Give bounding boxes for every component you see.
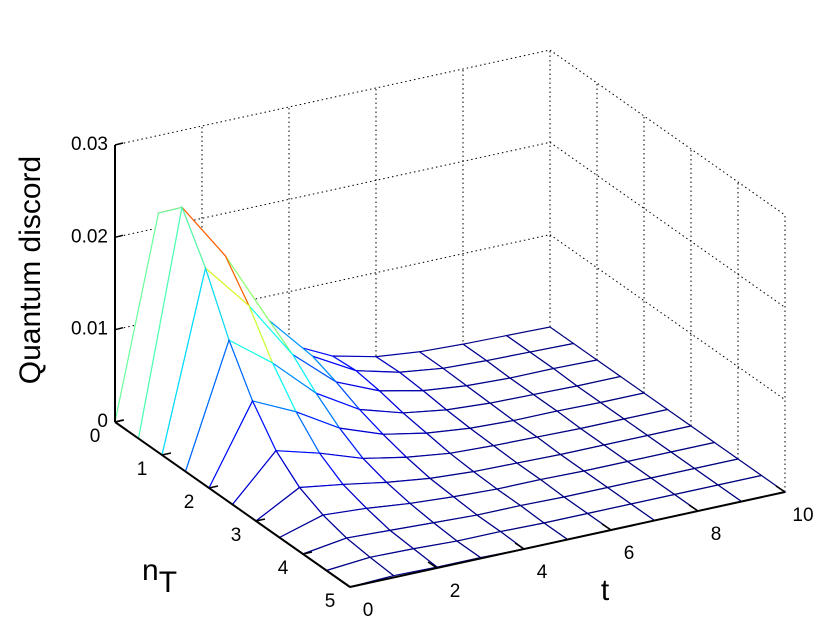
x-axis-label: t <box>601 574 610 607</box>
grid-line <box>549 141 786 308</box>
z-tick-label: 0.02 <box>71 226 108 247</box>
grid-line <box>549 49 786 216</box>
grid-line <box>549 234 786 401</box>
y-tick <box>302 551 313 555</box>
x-tick <box>514 542 525 550</box>
z-tick-label: 0.01 <box>71 319 108 340</box>
y-tick-label: 4 <box>278 558 289 579</box>
x-axis <box>349 491 786 588</box>
y-tick <box>161 452 172 456</box>
y-axis <box>114 421 351 588</box>
y-tick-label: 1 <box>137 459 148 480</box>
z-tick-label: 0.03 <box>71 134 108 155</box>
x-tick-label: 8 <box>711 524 722 545</box>
z-tick-label: 0 <box>97 411 108 432</box>
grid-line <box>114 49 551 146</box>
y-tick <box>114 419 125 423</box>
x-tick-label: 0 <box>363 600 374 621</box>
x-tick <box>688 504 699 512</box>
z-tick <box>114 234 124 239</box>
x-tick-label: 2 <box>450 581 461 602</box>
y-tick-label: 2 <box>184 492 195 513</box>
y-axis-label: nT <box>142 554 177 599</box>
y-axis-label-base: n <box>142 554 159 587</box>
x-tick-label: 6 <box>624 543 635 564</box>
y-tick <box>349 584 360 588</box>
y-tick-label: 3 <box>231 525 242 546</box>
x-tick-label: 10 <box>792 505 813 526</box>
z-axis-label: Quantum discord <box>14 156 47 384</box>
x-tick <box>427 561 438 569</box>
x-tick-label: 4 <box>537 562 548 583</box>
x-tick <box>340 580 351 588</box>
z-tick <box>114 142 124 146</box>
x-tick <box>601 523 612 531</box>
y-tick <box>255 518 266 522</box>
z-tick <box>114 326 124 331</box>
y-tick-label: 5 <box>325 591 336 612</box>
y-tick <box>208 485 219 489</box>
y-tick-label: 0 <box>90 426 101 447</box>
x-tick <box>775 485 786 493</box>
y-axis-label-sub: T <box>159 566 177 599</box>
